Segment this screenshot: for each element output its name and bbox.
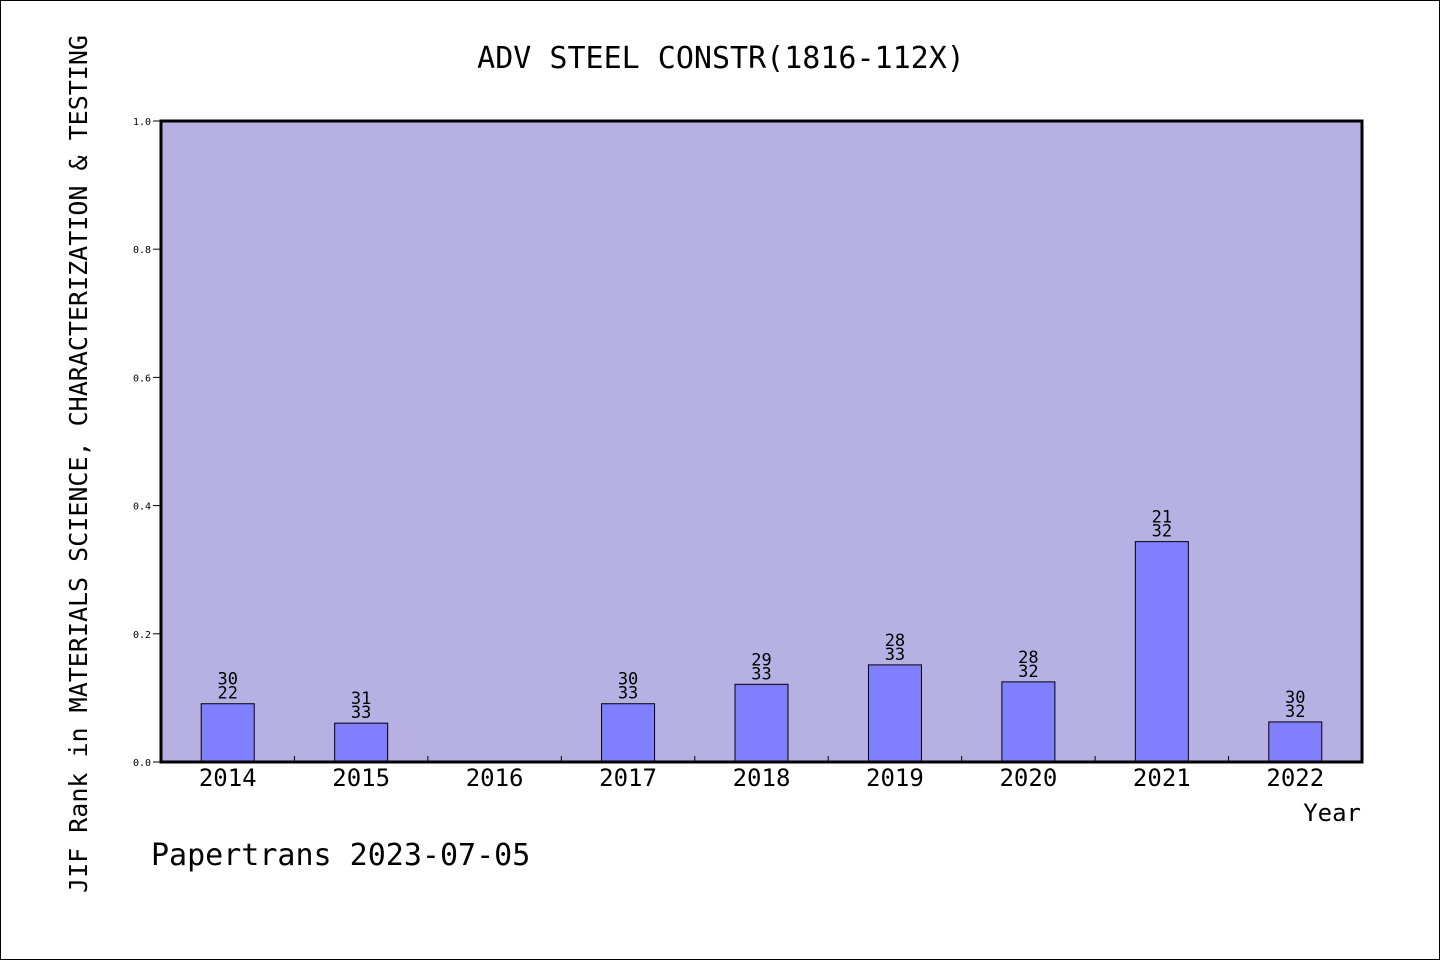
bar-2022	[1268, 721, 1323, 763]
bar-label-bottom-2018: 33	[751, 664, 771, 684]
bar-label-top-2014: 30	[217, 670, 237, 690]
bar-2019	[867, 664, 922, 763]
x-tick-label-2022: 2022	[1266, 764, 1324, 792]
x-axis-label: Year	[1303, 799, 1361, 827]
y-tick-label: 0.4	[133, 502, 151, 513]
x-tick-label-2020: 2020	[999, 764, 1057, 792]
bar-label-top-2018: 29	[751, 650, 771, 670]
y-tick-label: 0.8	[133, 245, 151, 256]
bar-2021	[1134, 541, 1189, 763]
x-tick-label-2016: 2016	[466, 764, 524, 792]
bar-2014	[200, 703, 255, 763]
bar-2020	[1001, 681, 1056, 763]
bar-label-top-2019: 28	[885, 631, 905, 651]
bar-label-top-2022: 30	[1285, 688, 1305, 708]
x-axis-ticks: 2014 2015 2016 2017 2018 2019 2020 2021 2022	[199, 756, 1324, 792]
bar-label-top-2015: 31	[351, 689, 371, 709]
chart-title: ADV STEEL CONSTR(1816-112X)	[477, 41, 965, 76]
y-tick-label: 0.2	[133, 630, 151, 641]
x-tick-label-2014: 2014	[199, 764, 257, 792]
y-tick-label: 0.6	[133, 373, 151, 384]
bar-label-bottom-2020: 32	[1018, 662, 1038, 682]
x-tick-label-2017: 2017	[599, 764, 657, 792]
bar-label-bottom-2015: 33	[351, 703, 371, 723]
x-tick-label-2015: 2015	[332, 764, 390, 792]
bar-label-bottom-2022: 32	[1285, 702, 1305, 722]
bars-group	[200, 541, 1323, 763]
y-tick-label: 0.0	[133, 758, 151, 769]
y-tick-label: 1.0	[133, 117, 151, 128]
bar-label-top-2017: 30	[618, 670, 638, 690]
bar-label-bottom-2019: 33	[885, 645, 905, 665]
bar-label-bottom-2014: 22	[217, 684, 237, 704]
bar-label-bottom-2021: 32	[1152, 522, 1172, 542]
bar-2017	[601, 703, 656, 763]
x-tick-label-2019: 2019	[866, 764, 924, 792]
bar-2018	[734, 683, 789, 763]
bar-label-bottom-2017: 33	[618, 684, 638, 704]
x-tick-label-2021: 2021	[1133, 764, 1191, 792]
plot-border	[159, 119, 1364, 764]
bar-2015	[334, 722, 389, 763]
y-axis-label: JIF Rank in MATERIALS SCIENCE, CHARACTER…	[64, 35, 93, 893]
footer-text: Papertrans 2023-07-05	[151, 838, 530, 873]
bar-label-top-2021: 21	[1152, 508, 1172, 528]
bar-label-top-2020: 28	[1018, 648, 1038, 668]
y-axis-ticks: 0.0 0.2 0.4 0.6 0.8 1.0	[133, 117, 161, 769]
x-tick-label-2018: 2018	[733, 764, 791, 792]
